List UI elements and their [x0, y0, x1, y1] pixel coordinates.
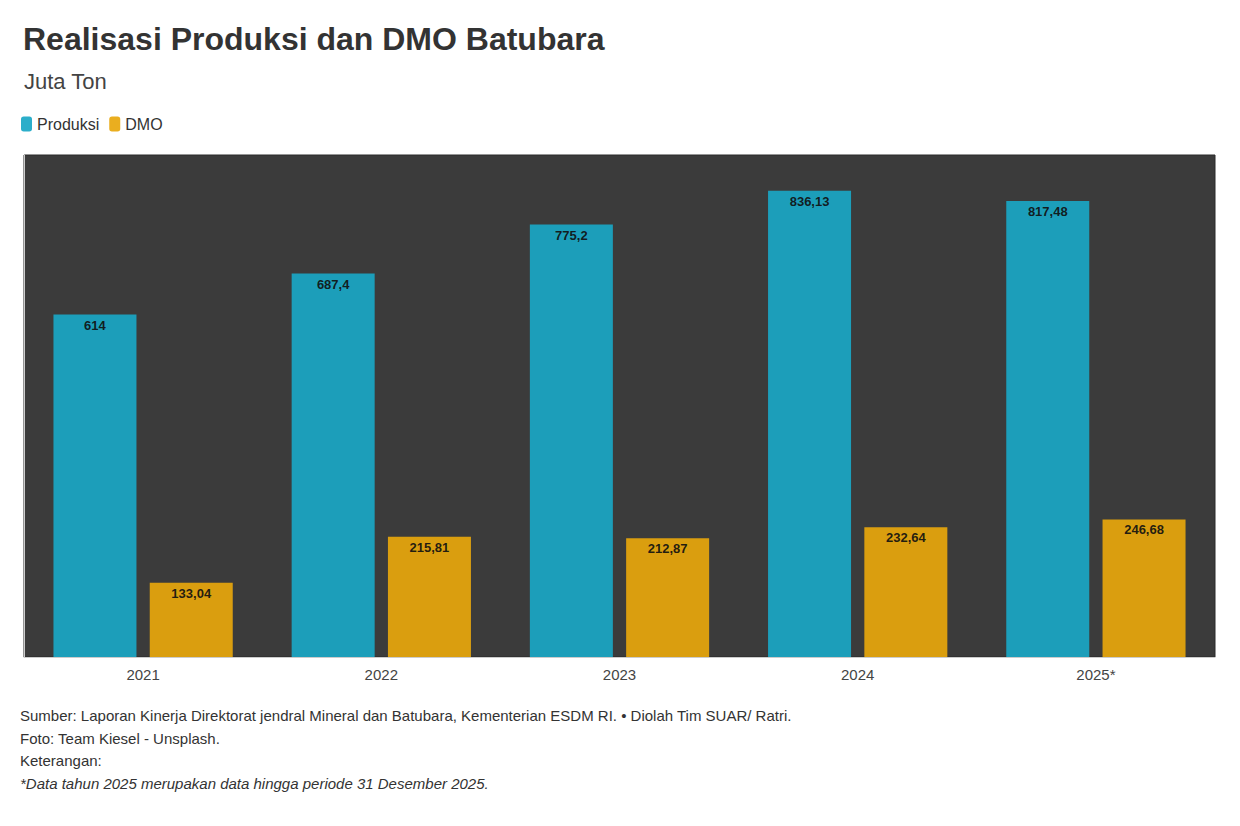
svg-text:2022: 2022 — [365, 666, 398, 683]
svg-text:Realisasi Produksi dan DMO Bat: Realisasi Produksi dan DMO Batubara — [23, 21, 605, 57]
svg-text:2024: 2024 — [841, 666, 874, 683]
svg-text:614: 614 — [84, 318, 106, 333]
svg-text:232,64: 232,64 — [886, 530, 927, 545]
svg-text:775,2: 775,2 — [555, 228, 588, 243]
svg-text:Keterangan:: Keterangan: — [20, 752, 102, 769]
svg-text:2021: 2021 — [126, 666, 159, 683]
svg-text:Juta Ton: Juta Ton — [24, 69, 107, 94]
svg-text:DMO: DMO — [125, 116, 162, 133]
svg-text:836,13: 836,13 — [790, 194, 830, 209]
svg-text:Produksi: Produksi — [37, 116, 99, 133]
svg-text:2025*: 2025* — [1076, 666, 1115, 683]
svg-text:246,68: 246,68 — [1124, 522, 1164, 537]
svg-text:133,04: 133,04 — [171, 586, 212, 601]
svg-text:*Data tahun 2025 merupakan dat: *Data tahun 2025 merupakan data hingga p… — [20, 775, 489, 792]
svg-text:212,87: 212,87 — [648, 541, 688, 556]
svg-text:817,48: 817,48 — [1028, 204, 1068, 219]
svg-text:687,4: 687,4 — [317, 277, 350, 292]
svg-text:Foto: Team Kiesel - Unsplash.: Foto: Team Kiesel - Unsplash. — [20, 730, 220, 747]
svg-text:2023: 2023 — [603, 666, 636, 683]
svg-text:Sumber: Laporan Kinerja Direkt: Sumber: Laporan Kinerja Direktorat jendr… — [20, 707, 791, 724]
svg-text:215,81: 215,81 — [410, 540, 450, 555]
